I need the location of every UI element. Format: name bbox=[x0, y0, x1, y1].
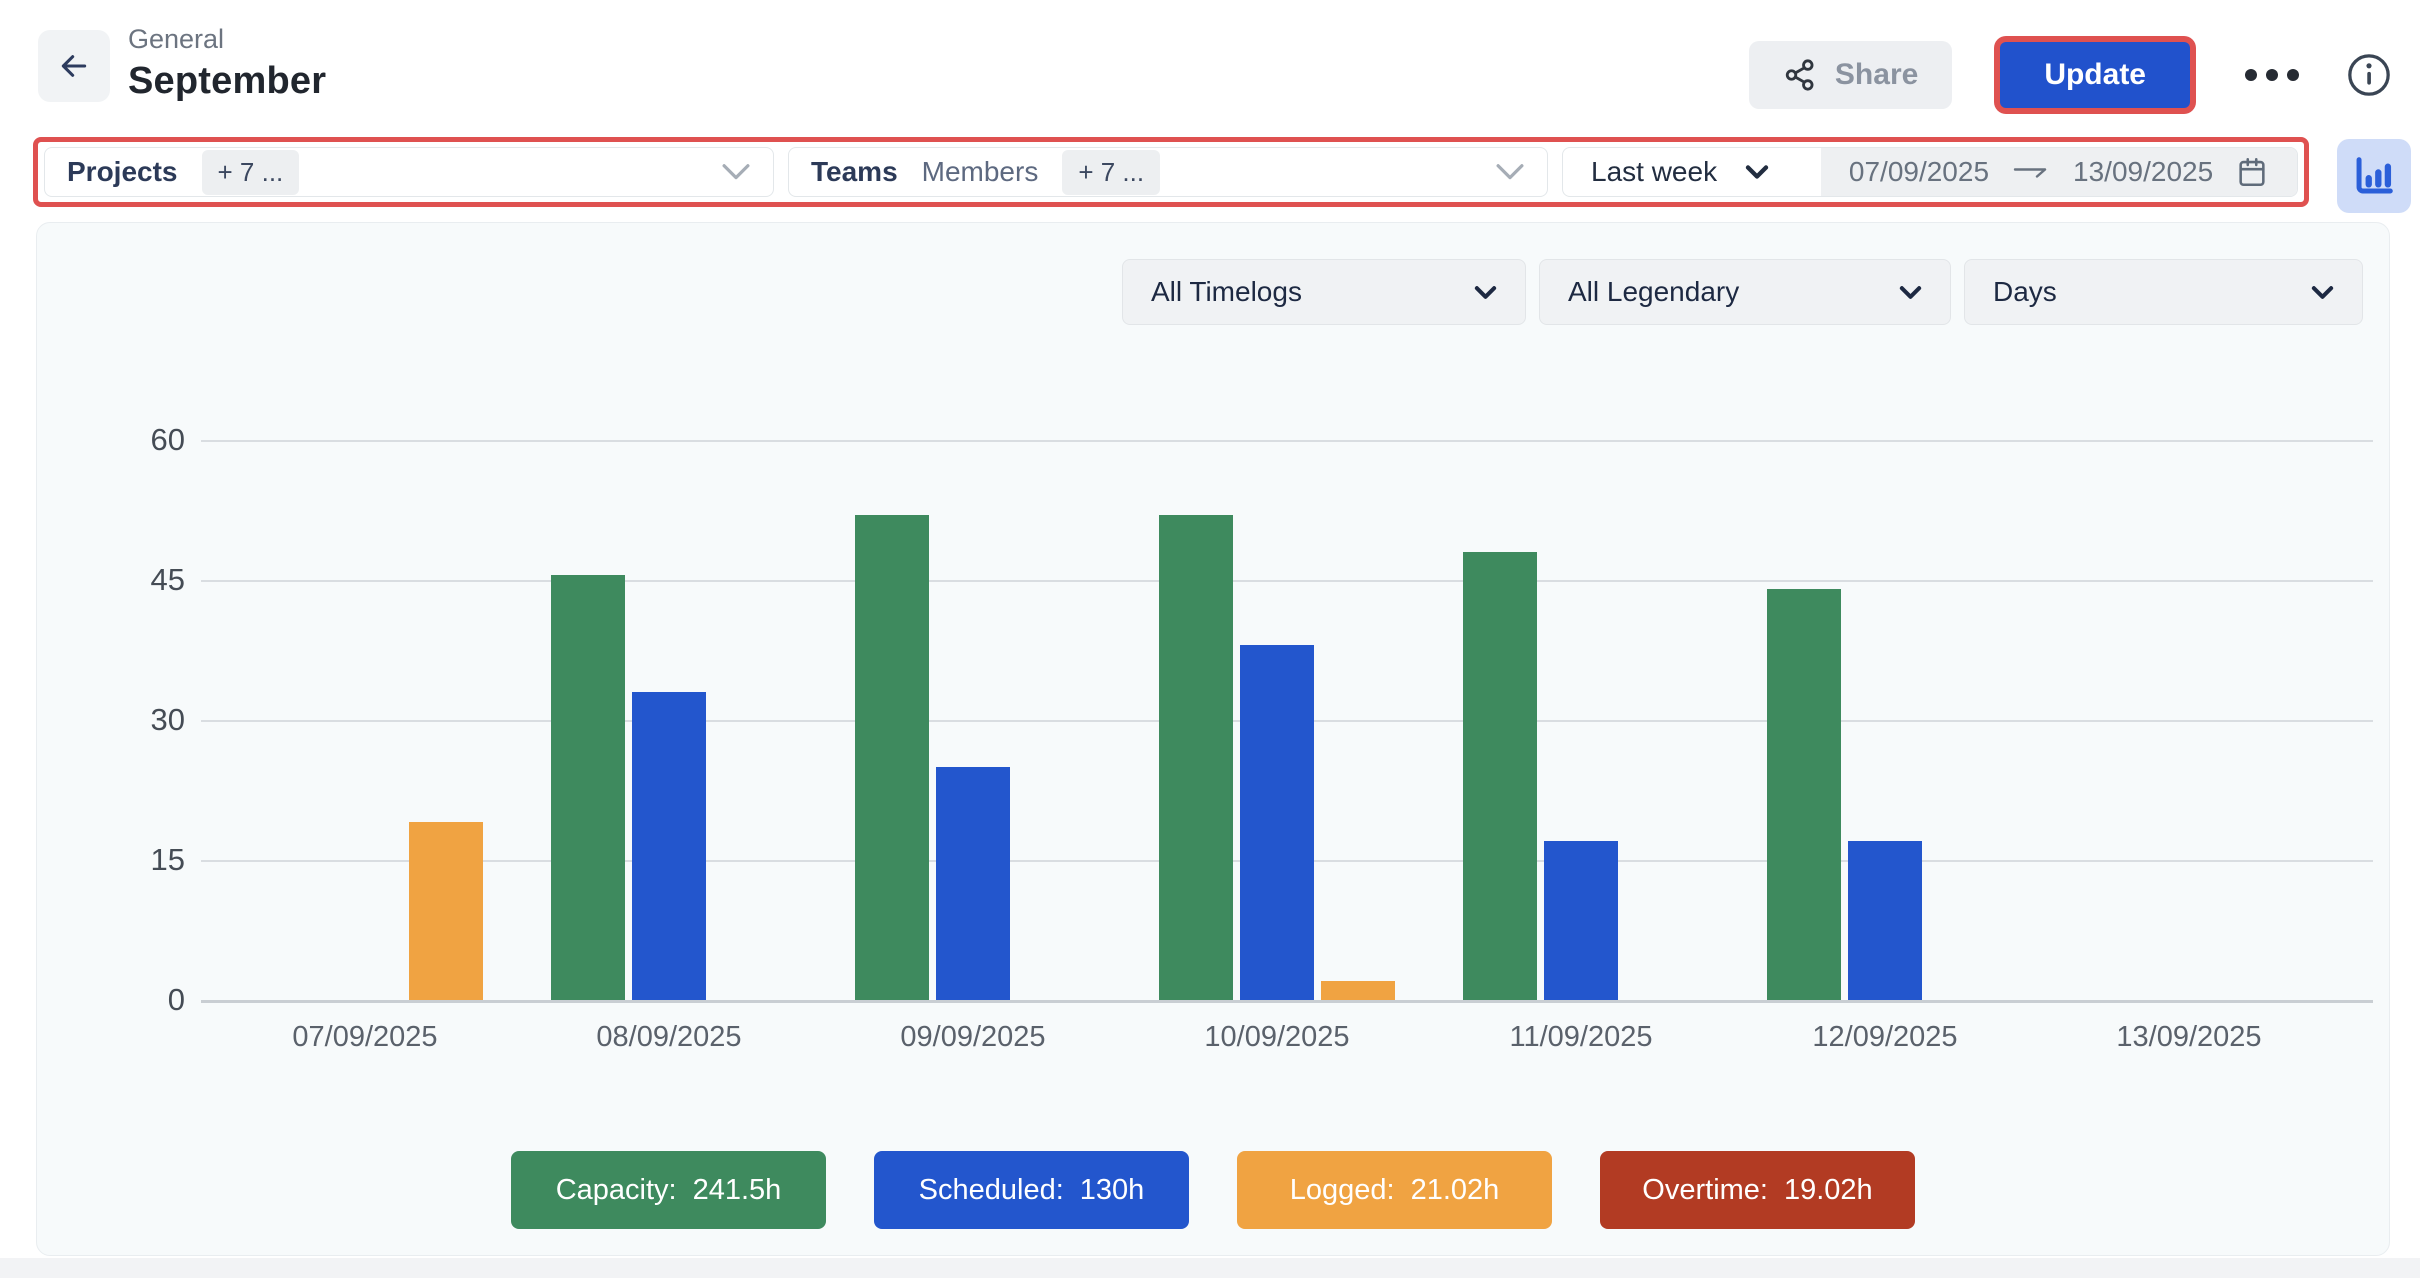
date-range-input[interactable]: 07/09/2025 13/09/2025 bbox=[1821, 148, 2297, 196]
x-tick-07/09/2025: 07/09/2025 bbox=[292, 1021, 438, 1053]
bar-scheduled-11/09/2025 bbox=[1544, 841, 1618, 1000]
timelogs-select-value: All Timelogs bbox=[1151, 276, 1302, 307]
legend-overtime[interactable]: Overtime: 19.02h bbox=[1600, 1151, 1915, 1229]
legend-logged-label: Logged: bbox=[1289, 1173, 1395, 1206]
legend-capacity-label: Capacity: bbox=[555, 1173, 677, 1206]
bar-logged-10/09/2025 bbox=[1321, 981, 1395, 1000]
x-tick-09/09/2025: 09/09/2025 bbox=[900, 1021, 1046, 1053]
chevron-down-icon bbox=[722, 164, 750, 180]
plot-area bbox=[201, 440, 2373, 1003]
x-tick-08/09/2025: 08/09/2025 bbox=[596, 1021, 742, 1053]
chart-legend: Capacity: 241.5h Scheduled: 130h Logged:… bbox=[37, 1151, 2389, 1229]
filter-bar: Projects + 7 ... Teams Members + 7 ... L… bbox=[33, 137, 2309, 207]
teams-tab[interactable]: Teams bbox=[811, 156, 898, 187]
info-icon bbox=[2348, 54, 2390, 96]
legend-scheduled-value: 130h bbox=[1079, 1173, 1145, 1206]
chevron-down-icon bbox=[1745, 165, 1769, 179]
calendar-icon bbox=[2239, 157, 2265, 187]
projects-label: Projects bbox=[67, 156, 178, 187]
teams-filter[interactable]: Teams Members + 7 ... bbox=[788, 147, 1548, 197]
bar-chart-icon bbox=[2356, 157, 2393, 194]
share-button[interactable]: Share bbox=[1748, 41, 1953, 109]
legend-filter-select[interactable]: All Legendary bbox=[1539, 259, 1951, 325]
timelogs-select[interactable]: All Timelogs bbox=[1122, 259, 1526, 325]
y-tick-45: 45 bbox=[150, 562, 185, 597]
legend-capacity-value: 241.5h bbox=[692, 1173, 782, 1206]
bar-scheduled-08/09/2025 bbox=[632, 692, 706, 1000]
legend-overtime-label: Overtime: bbox=[1642, 1173, 1768, 1206]
header: General September bbox=[128, 24, 326, 103]
range-preset-label: Last week bbox=[1591, 156, 1718, 187]
granularity-select[interactable]: Days bbox=[1964, 259, 2363, 325]
update-button[interactable]: Update bbox=[2000, 42, 2190, 108]
chart-controls: All Timelogs All Legendary Days bbox=[1122, 259, 2363, 325]
bar-capacity-11/09/2025 bbox=[1463, 552, 1537, 1000]
projects-filter[interactable]: Projects + 7 ... bbox=[44, 147, 774, 197]
bar-capacity-12/09/2025 bbox=[1767, 589, 1841, 1000]
legend-logged-value: 21.02h bbox=[1410, 1173, 1500, 1206]
x-tick-13/09/2025: 13/09/2025 bbox=[2116, 1021, 2262, 1053]
chevron-down-icon bbox=[1496, 164, 1524, 180]
teams-chip[interactable]: + 7 ... bbox=[1062, 149, 1161, 195]
bar-capacity-09/09/2025 bbox=[855, 515, 929, 1000]
gridline-60 bbox=[201, 440, 2373, 442]
chart-view-toggle-button[interactable] bbox=[2337, 139, 2411, 213]
chevron-down-icon bbox=[2311, 285, 2334, 299]
gridline-45 bbox=[201, 580, 2373, 582]
bar-scheduled-10/09/2025 bbox=[1240, 645, 1314, 1000]
projects-chip[interactable]: + 7 ... bbox=[201, 149, 300, 195]
chevron-down-icon bbox=[1899, 285, 1922, 299]
chart-card: All Timelogs All Legendary Days Capacity… bbox=[36, 222, 2390, 1256]
x-tick-11/09/2025: 11/09/2025 bbox=[1509, 1021, 1653, 1053]
x-tick-10/09/2025: 10/09/2025 bbox=[1204, 1021, 1350, 1053]
bar-scheduled-12/09/2025 bbox=[1848, 841, 1922, 1000]
arrow-right-icon bbox=[2013, 168, 2047, 178]
breadcrumb: General bbox=[128, 24, 225, 54]
x-tick-12/09/2025: 12/09/2025 bbox=[1812, 1021, 1958, 1053]
legend-capacity[interactable]: Capacity: 241.5h bbox=[511, 1151, 826, 1229]
legend-filter-select-value: All Legendary bbox=[1568, 276, 1740, 307]
ellipsis-icon bbox=[2245, 69, 2299, 81]
date-range-filter: Last week 07/09/2025 13/09/2025 bbox=[1562, 147, 2298, 197]
date-from: 07/09/2025 bbox=[1848, 156, 1990, 187]
share-label: Share bbox=[1834, 58, 1919, 91]
more-menu-button[interactable] bbox=[2238, 62, 2306, 88]
y-tick-60: 60 bbox=[150, 422, 185, 457]
legend-logged[interactable]: Logged: 21.02h bbox=[1237, 1151, 1552, 1229]
legend-scheduled[interactable]: Scheduled: 130h bbox=[874, 1151, 1189, 1229]
legend-overtime-value: 19.02h bbox=[1783, 1173, 1873, 1206]
bar-capacity-10/09/2025 bbox=[1159, 515, 1233, 1000]
members-tab[interactable]: Members bbox=[921, 156, 1039, 187]
bar-capacity-08/09/2025 bbox=[551, 575, 625, 1000]
chevron-down-icon bbox=[1474, 285, 1497, 299]
share-icon bbox=[1785, 59, 1814, 91]
y-tick-30: 30 bbox=[150, 702, 185, 737]
header-actions: Share Update bbox=[1748, 40, 2398, 110]
y-tick-0: 0 bbox=[167, 982, 185, 1017]
granularity-select-value: Days bbox=[1993, 276, 2057, 307]
date-to: 13/09/2025 bbox=[2073, 156, 2214, 187]
arrow-left-icon bbox=[61, 55, 87, 77]
range-preset-select[interactable]: Last week bbox=[1563, 148, 1797, 196]
page-title: September bbox=[128, 60, 327, 102]
page-bottom-strip bbox=[0, 1258, 2420, 1278]
bar-logged-07/09/2025 bbox=[409, 822, 483, 1000]
legend-scheduled-label: Scheduled: bbox=[918, 1173, 1064, 1206]
bar-scheduled-09/09/2025 bbox=[936, 767, 1010, 1000]
info-button[interactable] bbox=[2340, 46, 2398, 104]
y-tick-15: 15 bbox=[150, 842, 185, 877]
back-button[interactable] bbox=[38, 30, 110, 102]
